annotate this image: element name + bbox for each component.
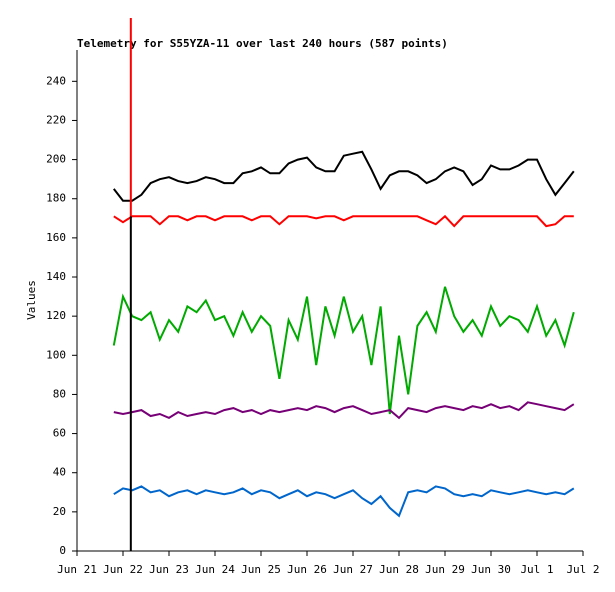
x-tick-label: Jun 26 bbox=[287, 563, 327, 576]
y-tick-label: 140 bbox=[46, 270, 66, 283]
y-tick-label: 240 bbox=[46, 74, 66, 87]
x-tick-label: Jun 21 bbox=[57, 563, 97, 576]
y-axis-label: Values bbox=[25, 280, 38, 320]
x-tick-label: Jul 2 bbox=[566, 563, 599, 576]
x-tick-label: Jun 29 bbox=[425, 563, 465, 576]
y-tick-label: 40 bbox=[53, 466, 66, 479]
y-tick-label: 60 bbox=[53, 427, 66, 440]
y-tick-label: 100 bbox=[46, 348, 66, 361]
series-line bbox=[113, 214, 574, 228]
y-tick-label: 0 bbox=[59, 544, 66, 557]
y-tick-label: 120 bbox=[46, 309, 66, 322]
y-tick-label: 80 bbox=[53, 387, 66, 400]
x-tick-label: Jun 25 bbox=[241, 563, 281, 576]
chart-title: Telemetry for S55YZA-11 over last 240 ho… bbox=[77, 37, 448, 50]
x-tick-label: Jun 22 bbox=[103, 563, 143, 576]
y-tick-label: 220 bbox=[46, 113, 66, 126]
series-line bbox=[112, 286, 575, 415]
x-tick-label: Jun 24 bbox=[195, 563, 235, 576]
x-tick-label: Jun 27 bbox=[333, 563, 373, 576]
y-tick-label: 200 bbox=[46, 153, 66, 166]
x-tick-label: Jun 28 bbox=[379, 563, 419, 576]
y-tick-label: 160 bbox=[46, 231, 66, 244]
x-tick-label: Jun 30 bbox=[471, 563, 511, 576]
series-line bbox=[113, 401, 575, 420]
y-tick-label: 180 bbox=[46, 192, 66, 205]
x-tick-label: Jul 1 bbox=[520, 563, 553, 576]
series-line bbox=[113, 485, 575, 518]
series-line bbox=[113, 150, 575, 202]
y-tick-label: 20 bbox=[53, 505, 66, 518]
x-tick-label: Jun 23 bbox=[149, 563, 189, 576]
